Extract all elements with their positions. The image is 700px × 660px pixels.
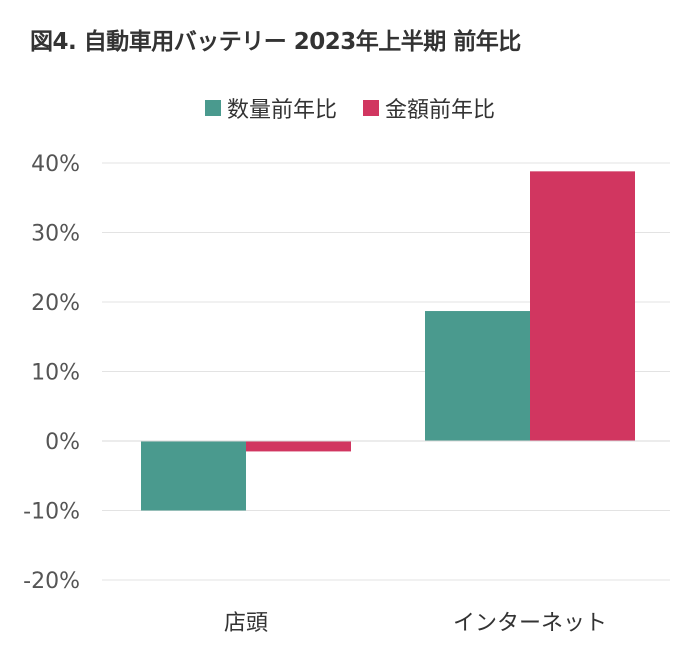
- bar-amount-1: [530, 171, 635, 441]
- y-tick-label: -10%: [23, 500, 80, 525]
- bar-quantity-1: [425, 311, 530, 441]
- y-tick-label: 20%: [31, 291, 80, 316]
- y-tick-label: 40%: [31, 152, 80, 177]
- bar-quantity-0: [141, 441, 246, 511]
- legend-item-amount: 金額前年比: [363, 92, 495, 124]
- y-tick-label: 10%: [31, 361, 80, 386]
- bars: [141, 171, 635, 511]
- legend-swatch-quantity: [204, 100, 221, 116]
- legend-label-amount: 金額前年比: [385, 98, 496, 123]
- chart-title: 図4. 自動車用バッテリー 2023年上半期 前年比: [30, 29, 521, 55]
- legend-label-quantity: 数量前年比: [226, 98, 337, 123]
- category-labels: 店頭 インターネット: [224, 611, 607, 636]
- y-axis-ticks: 40% 30% 20% 10% 0% -10% -20%: [23, 152, 80, 594]
- bar-amount-0: [246, 441, 351, 452]
- y-tick-label: 30%: [31, 222, 80, 247]
- legend: 数量前年比 金額前年比: [0, 92, 700, 124]
- y-tick-label: -20%: [23, 569, 80, 594]
- category-label: インターネット: [453, 611, 607, 636]
- y-tick-label: 0%: [45, 430, 80, 455]
- legend-swatch-amount: [363, 100, 379, 116]
- category-label: 店頭: [224, 611, 268, 636]
- legend-item-quantity: 数量前年比: [204, 92, 337, 124]
